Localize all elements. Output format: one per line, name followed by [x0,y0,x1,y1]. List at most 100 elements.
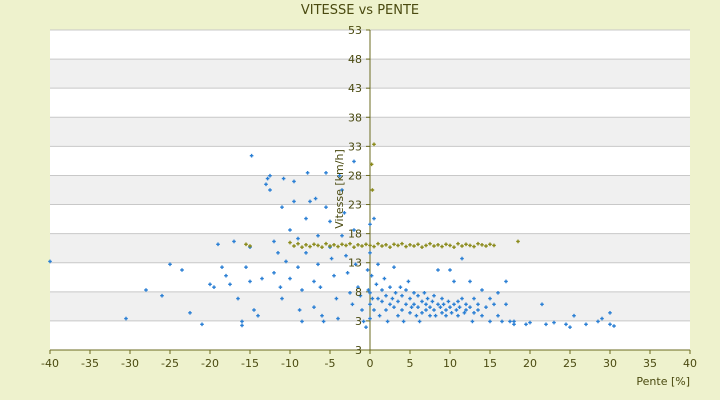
data-point [440,296,444,301]
data-point [268,173,272,178]
data-point [368,316,372,321]
data-point [300,288,304,292]
data-point [424,302,428,307]
data-point [384,293,388,298]
data-point [368,251,372,255]
y-tick-label: 38 [348,111,362,124]
data-point [396,313,400,318]
data-point [406,279,411,284]
data-point [596,319,600,324]
y-axis-title: Vitesse [km/h] [333,149,346,229]
data-point [372,142,376,147]
data-point [352,245,356,249]
data-point [332,273,336,278]
x-tick-label: -20 [201,357,219,370]
chart-title: VITESSE vs PENTE [301,3,419,18]
data-point [312,242,316,247]
data-point [416,293,420,298]
data-point [404,288,408,292]
data-point [249,153,254,158]
data-point [368,243,372,248]
data-point [448,305,452,309]
data-point [400,293,404,298]
data-point [360,244,364,248]
x-tick-label: 35 [643,357,657,370]
x-tick-label: 40 [683,357,697,370]
data-point [472,311,476,315]
data-point [468,243,472,248]
data-point [425,296,430,301]
data-point [446,299,451,304]
data-point [480,313,484,318]
data-point [318,285,323,289]
data-point [334,296,339,301]
data-point [372,216,376,221]
data-point [324,205,328,209]
data-point [500,319,504,324]
data-point [348,291,352,295]
data-point [356,243,360,247]
data-point [124,316,128,321]
x-tick-label: -5 [325,357,336,370]
data-point [432,244,436,248]
data-point [417,319,422,324]
data-point [408,243,412,247]
data-point [400,241,404,246]
data-point [430,299,435,304]
data-point [401,319,406,324]
data-point [396,299,400,304]
data-point [360,308,364,312]
data-point [392,265,396,269]
data-point [472,296,476,301]
data-point [376,241,380,246]
x-tick-label: -30 [121,357,139,370]
data-point [388,302,392,307]
data-point [464,308,468,312]
data-point [316,233,320,238]
data-point [408,311,412,315]
x-tick-label: -35 [81,357,99,370]
data-point [288,240,292,245]
data-point [216,242,220,247]
data-point [332,243,336,247]
data-point [240,323,244,328]
data-point [552,320,556,325]
data-point [464,302,468,307]
data-point [272,271,276,275]
data-point [212,285,216,289]
data-point [444,242,448,247]
data-point [422,291,427,295]
y-tick-label: 33 [348,140,362,153]
data-point [412,291,416,295]
data-point [400,308,404,312]
data-point [336,244,340,249]
data-point [252,308,256,312]
data-point [220,265,224,269]
data-point [412,244,416,248]
data-point [440,244,444,249]
data-point [316,262,320,267]
data-point [377,313,382,318]
data-point [452,302,456,307]
data-point [328,244,332,248]
data-point [424,308,428,312]
data-point [568,325,572,329]
x-tick-label: 30 [603,357,617,370]
data-point [492,302,496,307]
data-point [392,242,396,247]
x-tick-label: 10 [443,357,457,370]
data-point [264,182,268,187]
data-point [396,243,400,248]
x-tick-label: -10 [281,357,299,370]
data-point [476,302,480,307]
data-point [160,293,164,298]
data-point [340,242,344,247]
data-point [320,245,324,249]
data-point [364,242,368,247]
data-point [337,173,342,178]
data-point [292,199,296,204]
data-point [512,319,516,324]
data-point [344,243,348,248]
